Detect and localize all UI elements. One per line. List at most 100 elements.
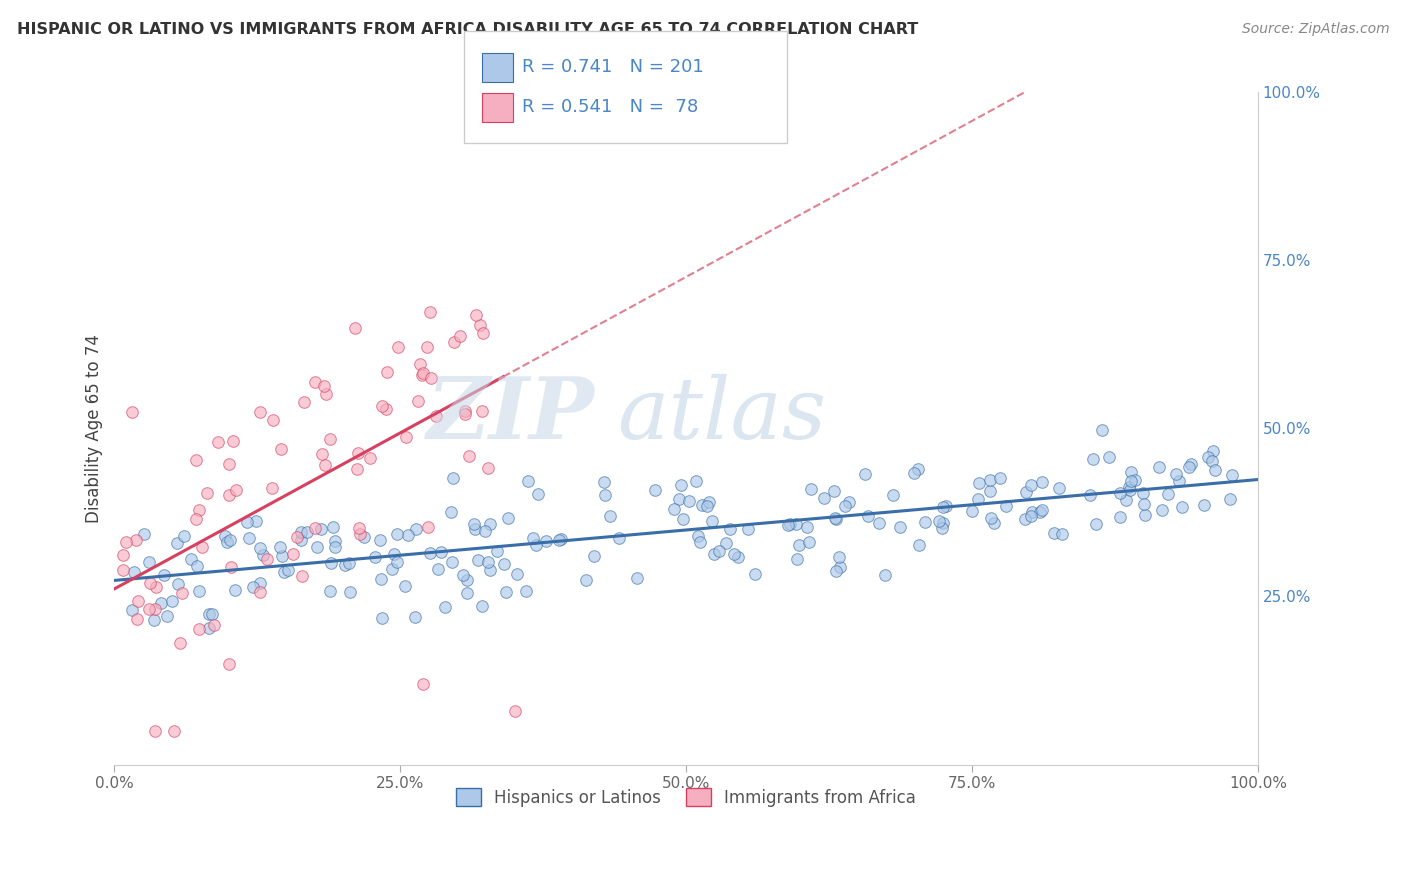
- Point: [718, 522, 741, 536]
- Point: [163, 723, 186, 738]
- Point: [145, 581, 167, 595]
- Point: [779, 516, 801, 531]
- Point: [197, 486, 219, 500]
- Point: [394, 579, 416, 593]
- Point: [443, 335, 465, 350]
- Point: [169, 636, 191, 650]
- Point: [292, 395, 315, 409]
- Point: [522, 531, 544, 545]
- Point: [218, 657, 240, 671]
- Point: [1167, 474, 1189, 488]
- Point: [186, 559, 208, 574]
- Point: [479, 563, 502, 577]
- Point: [908, 538, 931, 552]
- Point: [218, 458, 240, 472]
- Y-axis label: Disability Age 65 to 74: Disability Age 65 to 74: [86, 334, 103, 523]
- Point: [789, 538, 811, 552]
- Point: [416, 340, 439, 354]
- Point: [167, 577, 190, 591]
- Point: [1204, 463, 1226, 477]
- Point: [744, 566, 766, 581]
- Point: [1132, 486, 1154, 500]
- Point: [145, 602, 167, 616]
- Point: [224, 582, 246, 597]
- Point: [994, 499, 1017, 513]
- Point: [214, 529, 236, 543]
- Point: [786, 551, 808, 566]
- Point: [980, 511, 1002, 525]
- Point: [1123, 473, 1146, 487]
- Point: [337, 556, 360, 570]
- Point: [321, 556, 343, 570]
- Point: [1115, 492, 1137, 507]
- Text: ZIP: ZIP: [427, 373, 595, 457]
- Point: [474, 524, 496, 538]
- Point: [1021, 506, 1043, 520]
- Point: [235, 516, 257, 530]
- Point: [290, 569, 312, 583]
- Point: [143, 613, 166, 627]
- Point: [349, 527, 371, 541]
- Point: [262, 482, 284, 496]
- Point: [273, 565, 295, 579]
- Point: [593, 475, 616, 490]
- Point: [425, 409, 447, 423]
- Point: [371, 611, 394, 625]
- Point: [385, 555, 408, 569]
- Point: [277, 563, 299, 577]
- Point: [343, 320, 366, 334]
- Point: [468, 318, 491, 332]
- Point: [494, 557, 516, 571]
- Point: [439, 505, 461, 519]
- Point: [319, 433, 342, 447]
- Point: [225, 483, 247, 497]
- Point: [506, 566, 529, 581]
- Point: [427, 562, 450, 576]
- Point: [219, 533, 242, 547]
- Point: [1021, 508, 1043, 523]
- Point: [249, 541, 271, 555]
- Point: [471, 599, 494, 614]
- Point: [406, 393, 429, 408]
- Point: [668, 492, 690, 507]
- Point: [138, 554, 160, 568]
- Point: [121, 603, 143, 617]
- Point: [1202, 443, 1225, 458]
- Legend: Hispanics or Latinos, Immigrants from Africa: Hispanics or Latinos, Immigrants from Af…: [450, 781, 922, 814]
- Point: [1091, 423, 1114, 437]
- Point: [664, 502, 686, 516]
- Text: R = 0.541   N =  78: R = 0.541 N = 78: [522, 98, 697, 116]
- Point: [375, 401, 398, 416]
- Point: [419, 305, 441, 319]
- Point: [1098, 450, 1121, 465]
- Point: [335, 558, 357, 573]
- Point: [115, 535, 138, 549]
- Point: [315, 386, 337, 401]
- Point: [166, 536, 188, 550]
- Point: [359, 451, 381, 466]
- Point: [370, 573, 392, 587]
- Point: [1164, 467, 1187, 481]
- Point: [644, 483, 666, 498]
- Point: [1171, 500, 1194, 514]
- Point: [346, 462, 368, 476]
- Point: [914, 515, 936, 529]
- Point: [283, 547, 305, 561]
- Point: [304, 521, 326, 535]
- Point: [441, 471, 464, 485]
- Point: [1180, 458, 1202, 472]
- Point: [716, 536, 738, 550]
- Point: [737, 522, 759, 536]
- Point: [311, 447, 333, 461]
- Point: [979, 484, 1001, 499]
- Point: [198, 607, 221, 621]
- Text: R = 0.741   N = 201: R = 0.741 N = 201: [522, 58, 703, 76]
- Point: [1219, 492, 1241, 507]
- Point: [1050, 526, 1073, 541]
- Point: [697, 495, 720, 509]
- Point: [983, 516, 1005, 531]
- Point: [309, 522, 332, 536]
- Point: [1178, 459, 1201, 474]
- Point: [928, 514, 950, 528]
- Point: [1031, 503, 1053, 517]
